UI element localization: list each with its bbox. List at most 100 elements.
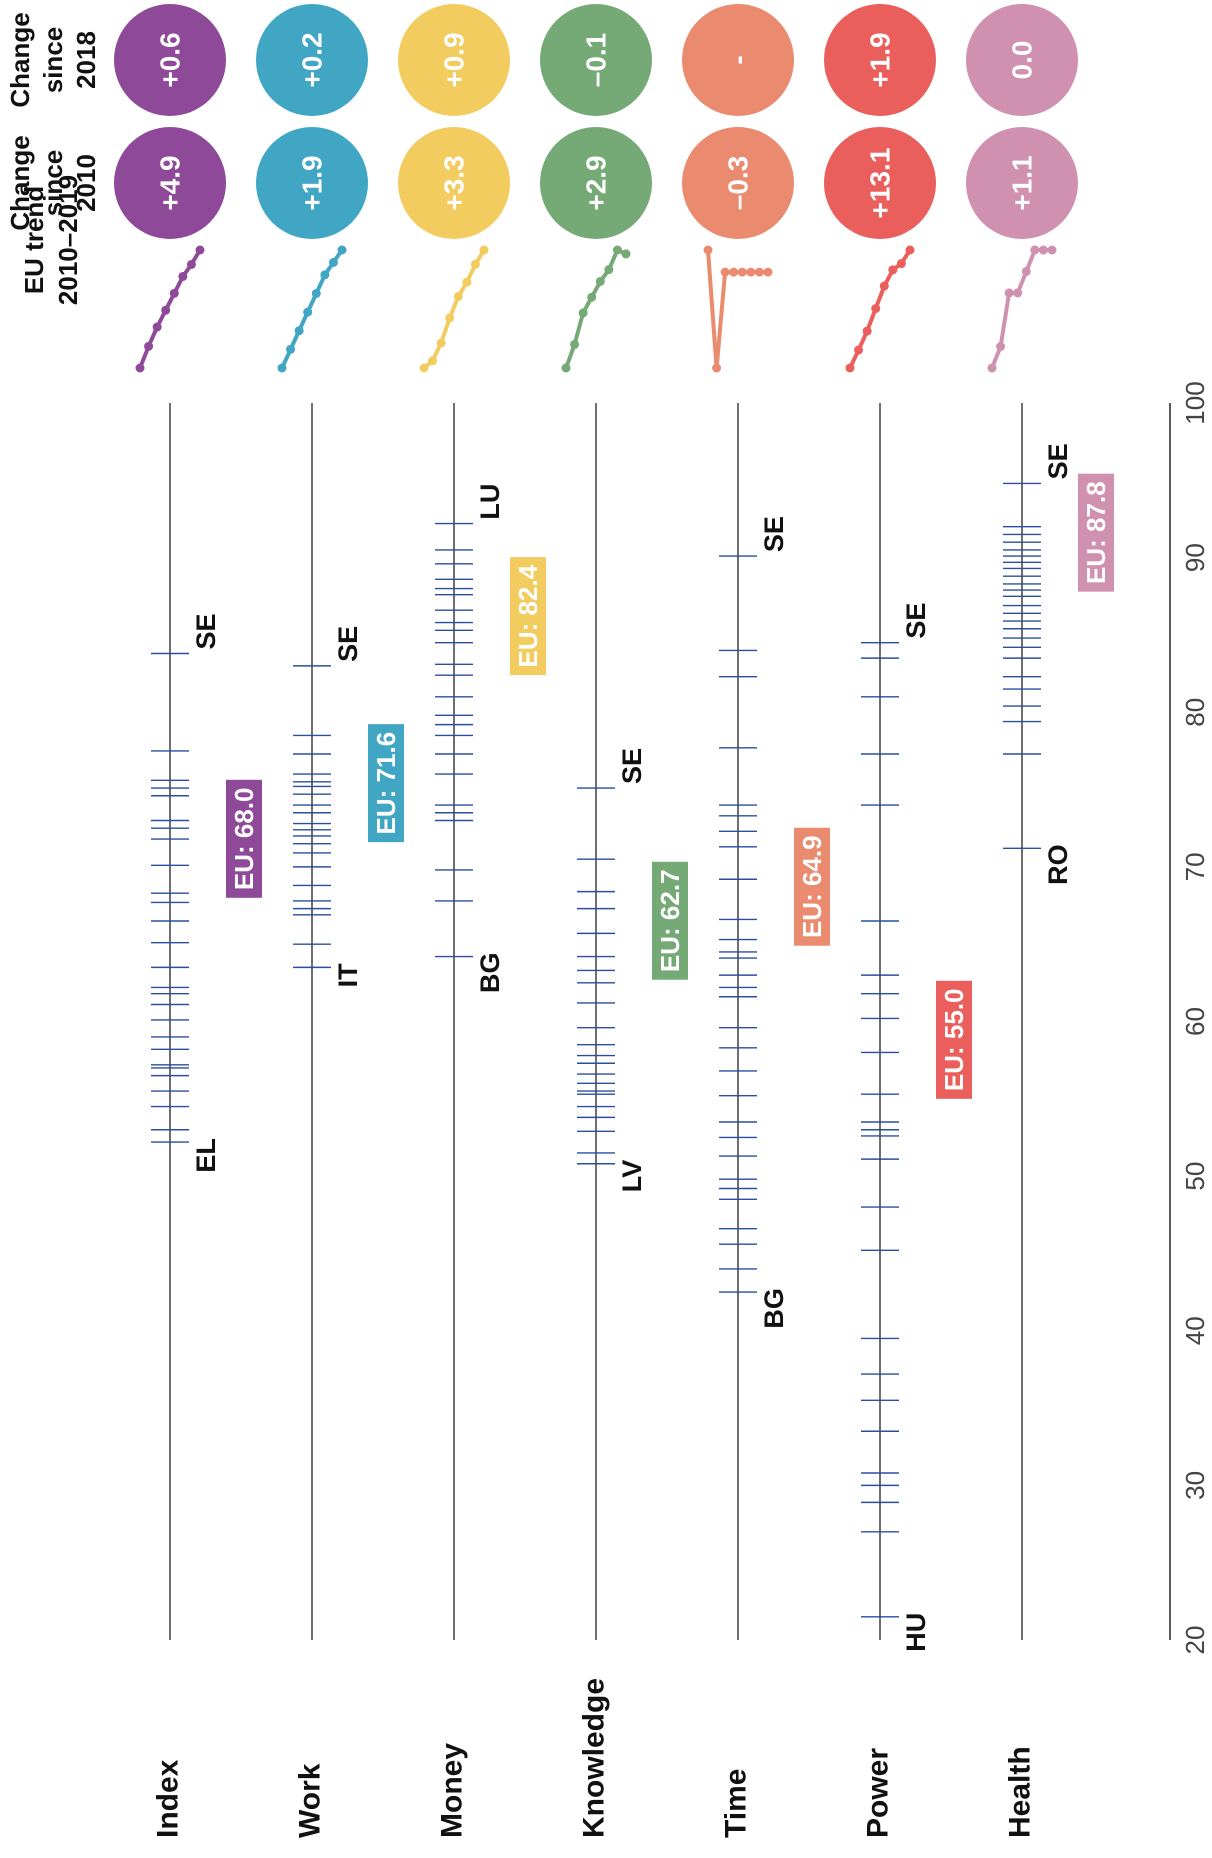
change-2010-value: +3.3	[439, 155, 470, 210]
trend-point	[720, 267, 730, 277]
trend-point	[186, 259, 196, 269]
row-knowledge: Knowledge LV SE EU: 62.7 +2.9 –0.1	[540, 4, 688, 1838]
change-2010-circle	[540, 127, 652, 239]
change-2018-circle	[114, 4, 226, 116]
trend-point	[1004, 288, 1014, 298]
change-2018-value: –0.1	[581, 33, 612, 88]
min-country-label: EL	[191, 1138, 221, 1173]
trend-point	[578, 308, 588, 318]
max-country-label: SE	[617, 748, 647, 784]
header-trend-line: EU trend	[19, 186, 49, 294]
trend-point	[996, 342, 1006, 352]
change-2010-circle	[966, 127, 1078, 239]
max-country-label: SE	[1043, 443, 1073, 479]
trend-point	[169, 288, 179, 298]
change-2010-value: +13.1	[865, 148, 896, 219]
change-2010-value: +2.9	[581, 155, 612, 210]
change-2010-circle	[398, 127, 510, 239]
row-health: Health RO SE EU: 87.8 +1.1 0.0	[966, 4, 1114, 1838]
min-country-label: RO	[1043, 844, 1073, 885]
change-2018-value: +1.9	[865, 32, 896, 87]
trend-point	[337, 245, 347, 255]
trend-point	[320, 270, 330, 280]
trend-point	[737, 267, 747, 277]
max-country-label: SE	[901, 603, 931, 639]
change-2018-value: +0.6	[155, 32, 186, 87]
eu-value-box	[794, 827, 830, 946]
trend-point	[712, 363, 722, 373]
trend-point	[144, 341, 154, 351]
eu-value-box	[936, 980, 972, 1099]
trend-point	[754, 267, 764, 277]
trend-point	[621, 249, 631, 259]
row-work: Work IT SE EU: 71.6 +1.9 +0.2	[256, 4, 404, 1838]
trend-point	[453, 291, 463, 301]
change-2018-circle	[398, 4, 510, 116]
max-country-label: SE	[759, 516, 789, 552]
row-label: Knowledge	[578, 1678, 611, 1838]
header-since-2018-line: 2018	[71, 31, 101, 89]
row-label: Money	[436, 1743, 469, 1838]
trend-point	[845, 363, 855, 373]
row-label: Power	[862, 1748, 895, 1838]
row-power: Power HU SE EU: 55.0 +13.1 +1.9	[824, 4, 972, 1838]
trend-point	[729, 267, 739, 277]
trend-point	[595, 276, 605, 286]
trend-point	[286, 344, 296, 354]
trend-point	[328, 257, 338, 267]
change-2018-circle	[682, 4, 794, 116]
eu-value-label: EU: 87.8	[1081, 481, 1111, 584]
axis-tick-label: 40	[1180, 1316, 1210, 1345]
trend-point	[896, 259, 906, 269]
trend-point	[1021, 266, 1031, 276]
trend-point	[746, 267, 756, 277]
eu-value-box	[226, 779, 262, 898]
row-label: Work	[294, 1763, 327, 1838]
eu-value-box	[652, 861, 688, 980]
trend-point	[587, 292, 597, 302]
eu-value-box	[1078, 473, 1114, 592]
change-2018-value: +0.2	[297, 32, 328, 87]
trend-line	[564, 248, 627, 369]
change-2018-circle	[824, 4, 936, 116]
axis-tick-label: 60	[1180, 1007, 1210, 1036]
row-time: Time BG SE EU: 64.9 –0.3 -	[682, 4, 830, 1838]
header-since-2010-line: since	[38, 150, 68, 217]
header-since-2018-line: since	[38, 27, 68, 94]
change-2010-value: +1.1	[1007, 155, 1038, 210]
row-label: Index	[152, 1759, 185, 1838]
axis-tick-label: 50	[1180, 1162, 1210, 1191]
eu-value-box	[510, 557, 546, 676]
change-2010-value: +4.9	[155, 155, 186, 210]
change-2010-circle	[824, 127, 936, 239]
header-trend-line: 2010–2019	[53, 175, 83, 305]
trend-point	[462, 277, 472, 287]
min-country-label: BG	[759, 1288, 789, 1329]
min-country-label: IT	[333, 963, 363, 988]
row-money: Money BG LU EU: 82.4 +3.3 +0.9	[398, 4, 546, 1838]
max-country-label: SE	[333, 626, 363, 662]
trend-point	[1013, 288, 1023, 298]
trend-point	[854, 345, 864, 355]
trend-point	[1038, 245, 1048, 255]
trend-point	[612, 245, 622, 255]
axis-tick-label: 80	[1180, 698, 1210, 727]
trend-point	[294, 326, 304, 336]
change-2018-circle	[256, 4, 368, 116]
eu-value-label: EU: 62.7	[655, 869, 685, 972]
trend-point	[436, 338, 446, 348]
trend-point	[311, 288, 321, 298]
min-country-label: LV	[617, 1160, 647, 1193]
eu-value-box	[368, 724, 404, 843]
trend-point	[419, 363, 429, 373]
trend-point	[871, 304, 881, 314]
trend-point	[152, 322, 162, 332]
eu-value-label: EU: 55.0	[939, 989, 969, 1092]
trend-point	[195, 245, 205, 255]
trend-point	[604, 265, 614, 275]
trend-point	[888, 265, 898, 275]
trend-point	[570, 339, 580, 349]
row-index: Index EL SE EU: 68.0 +4.9 +0.6	[114, 4, 262, 1838]
